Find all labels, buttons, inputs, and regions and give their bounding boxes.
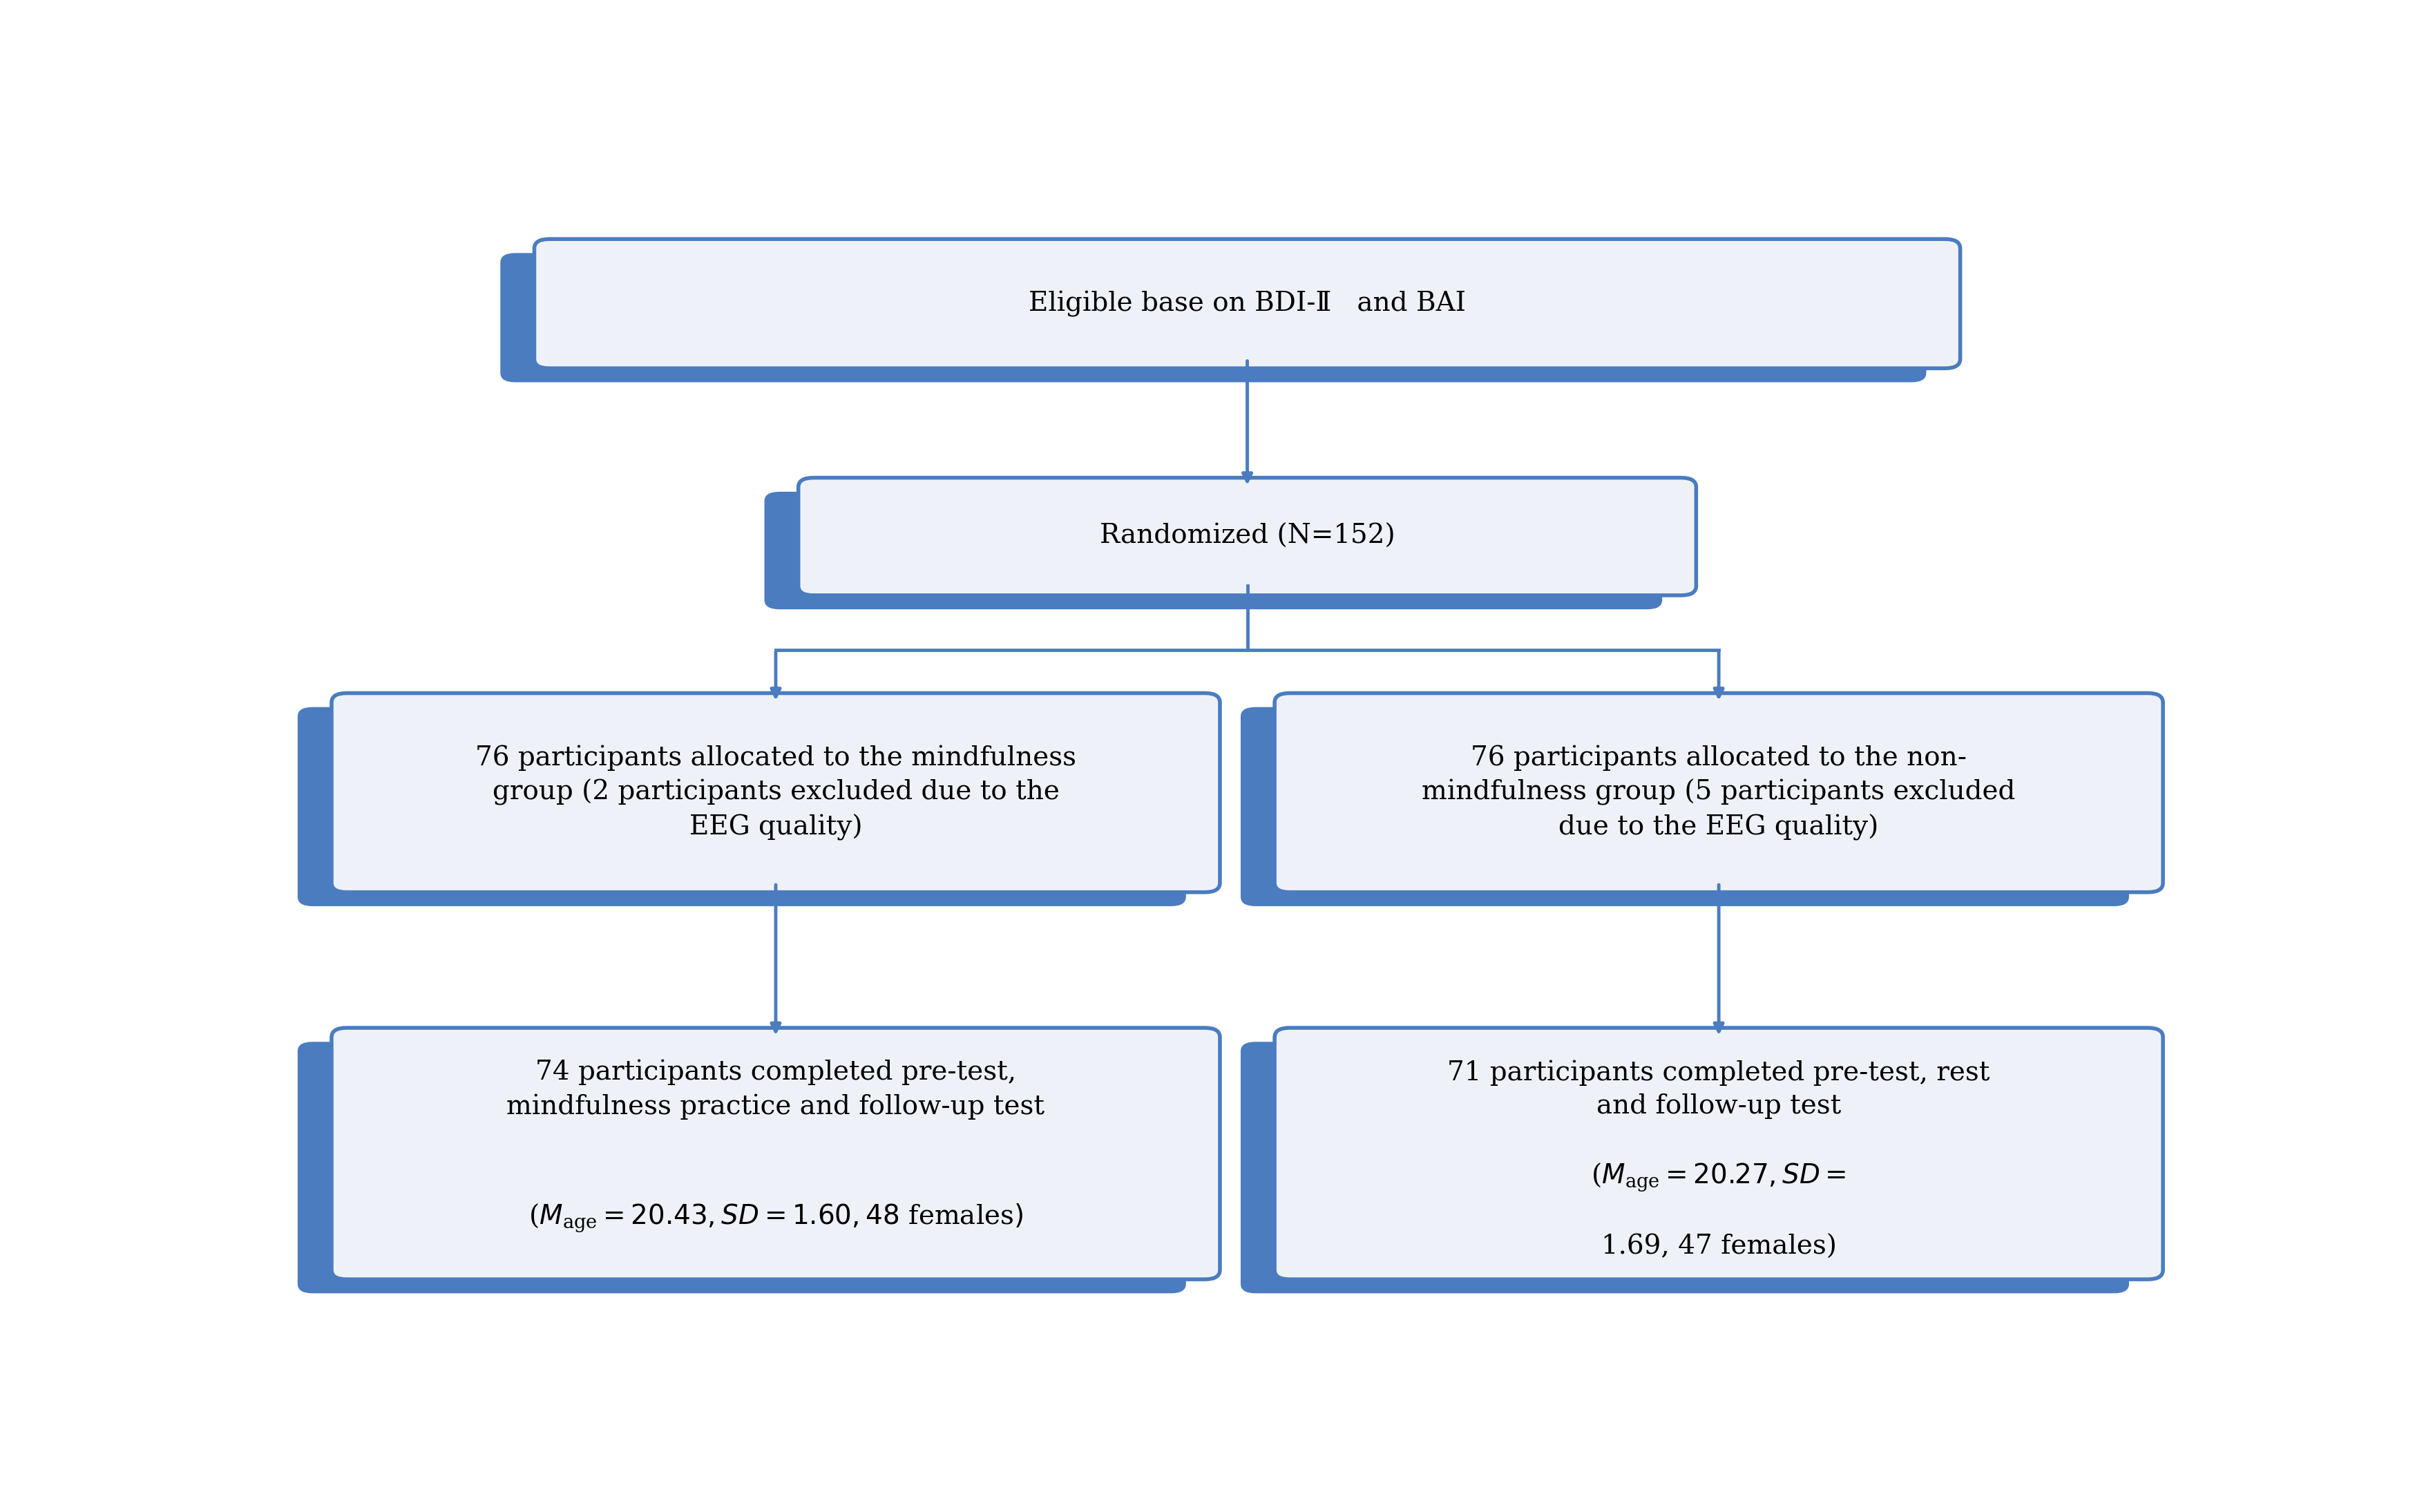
Text: ($\mathit{M}$$_{\mathregular{age}}$$= 20.43, \mathit{SD} = 1.60, 48\ \mathregula: ($\mathit{M}$$_{\mathregular{age}}$$= 20… (528, 1202, 1022, 1234)
Text: 71 participants completed pre-test, rest
and follow-up test: 71 participants completed pre-test, rest… (1448, 1060, 1990, 1119)
Text: 74 participants completed pre-test,
mindfulness practice and follow-up test: 74 participants completed pre-test, mind… (506, 1060, 1044, 1119)
FancyBboxPatch shape (798, 478, 1696, 596)
Text: 1.69, 47 females): 1.69, 47 females) (1601, 1234, 1837, 1259)
Text: 76 participants allocated to the mindfulness
group (2 participants excluded due : 76 participants allocated to the mindful… (474, 745, 1075, 841)
FancyBboxPatch shape (331, 1028, 1219, 1279)
FancyBboxPatch shape (764, 491, 1662, 609)
Text: ($\mathit{M}$$_{\mathregular{age}}$$= 20.27, \mathit{SD} =$: ($\mathit{M}$$_{\mathregular{age}}$$= 20… (1591, 1161, 1847, 1193)
FancyBboxPatch shape (501, 253, 1927, 383)
FancyBboxPatch shape (1275, 1028, 2163, 1279)
FancyBboxPatch shape (297, 1042, 1185, 1293)
FancyBboxPatch shape (297, 708, 1185, 906)
FancyBboxPatch shape (535, 239, 1959, 369)
FancyBboxPatch shape (1241, 708, 2129, 906)
FancyBboxPatch shape (1275, 692, 2163, 892)
FancyBboxPatch shape (331, 692, 1219, 892)
Text: Eligible base on BDI-Ⅱ   and BAI: Eligible base on BDI-Ⅱ and BAI (1029, 290, 1465, 318)
FancyBboxPatch shape (1241, 1042, 2129, 1293)
Text: 76 participants allocated to the non-
mindfulness group (5 participants excluded: 76 participants allocated to the non- mi… (1421, 745, 2015, 841)
Text: Randomized (N=152): Randomized (N=152) (1100, 523, 1394, 549)
